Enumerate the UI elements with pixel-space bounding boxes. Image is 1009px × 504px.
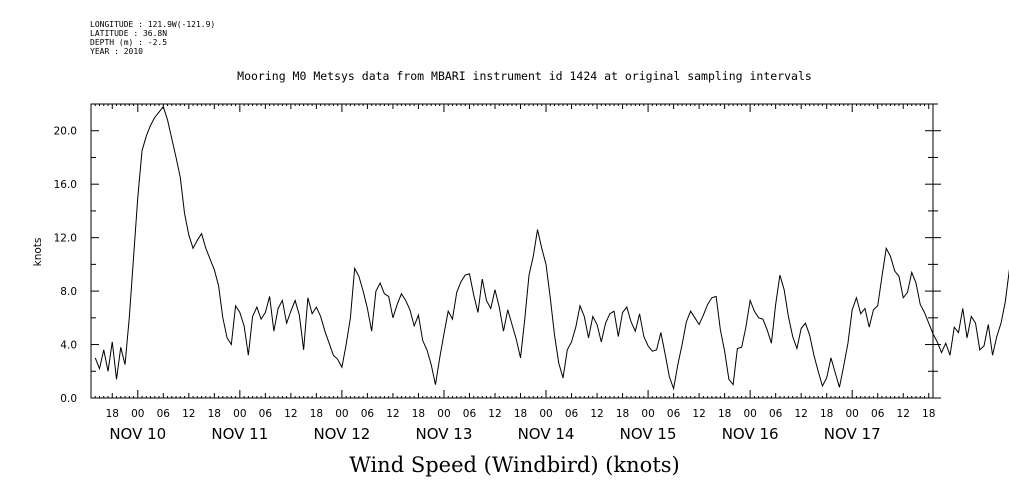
- x-tick-label: 06: [259, 408, 273, 420]
- y-tick-label: 12.0: [54, 233, 77, 245]
- x-tick-label: 18: [208, 408, 221, 420]
- x-tick-label: 00: [437, 408, 450, 420]
- x-tick-label: 18: [718, 408, 731, 420]
- x-tick-label: 00: [335, 408, 348, 420]
- y-tick-label: 0.0: [60, 393, 77, 405]
- x-day-label: NOV 17: [824, 425, 881, 443]
- x-day-label: NOV 13: [416, 425, 473, 443]
- x-tick-label: 06: [667, 408, 681, 420]
- x-tick-label: 06: [565, 408, 579, 420]
- y-axis-label: knots: [32, 238, 44, 267]
- x-day-label: NOV 15: [620, 425, 677, 443]
- x-tick-label: 06: [463, 408, 477, 420]
- x-tick-label: 00: [641, 408, 654, 420]
- x-tick-label: 18: [922, 408, 935, 420]
- depth-text: DEPTH (m) : -2.5: [90, 38, 168, 47]
- x-day-label: NOV 16: [722, 425, 779, 443]
- x-day-label: NOV 10: [109, 425, 166, 443]
- latitude-text: LATITUDE : 36.8N: [90, 29, 168, 38]
- x-tick-label: 18: [106, 408, 119, 420]
- wind-speed-series-line: [94, 105, 1009, 391]
- x-tick-label: 12: [386, 408, 399, 420]
- ticks-layer: [90, 103, 941, 399]
- x-day-label: NOV 12: [313, 425, 370, 443]
- metadata-block: LONGITUDE : 121.9W(-121.9) LATITUDE : 36…: [90, 20, 215, 56]
- x-day-label: NOV 14: [518, 425, 575, 443]
- x-tick-label: 18: [514, 408, 527, 420]
- y-tick-label: 8.0: [60, 286, 77, 298]
- x-tick-label: 12: [692, 408, 705, 420]
- labels-layer: 18 00 06 12 18 00 06 12 18 00 06 12 18 00 06 12 18 00 06 12…: [54, 126, 936, 443]
- x-tick-label: 06: [157, 408, 171, 420]
- x-tick-label: 00: [846, 408, 859, 420]
- variable-title: Wind Speed (Windbird) (knots): [349, 453, 680, 477]
- x-day-label: NOV 11: [211, 425, 268, 443]
- x-tick-label: 00: [539, 408, 552, 420]
- x-tick-label: 12: [488, 408, 501, 420]
- year-text: YEAR : 2010: [90, 47, 143, 56]
- x-tick-label: 06: [871, 408, 885, 420]
- x-tick-label: 12: [590, 408, 603, 420]
- y-tick-label: 20.0: [54, 126, 77, 138]
- x-tick-label: 00: [743, 408, 756, 420]
- x-tick-label: 00: [233, 408, 246, 420]
- x-tick-label: 12: [794, 408, 807, 420]
- x-tick-label: 12: [897, 408, 910, 420]
- x-tick-label: 12: [284, 408, 297, 420]
- y-tick-label: 16.0: [54, 179, 77, 191]
- x-tick-label: 06: [769, 408, 783, 420]
- x-tick-label: 06: [361, 408, 375, 420]
- x-tick-label: 12: [182, 408, 195, 420]
- longitude-text: LONGITUDE : 121.9W(-121.9): [90, 20, 216, 29]
- plot-frame: [90, 103, 934, 399]
- y-tick-label: 4.0: [60, 340, 77, 352]
- x-tick-label: 18: [412, 408, 425, 420]
- x-tick-label: 18: [820, 408, 833, 420]
- x-tick-label: 18: [616, 408, 629, 420]
- chart-title: Mooring M0 Metsys data from MBARI instru…: [237, 69, 812, 83]
- x-tick-label: 00: [131, 408, 144, 420]
- x-tick-label: 18: [310, 408, 323, 420]
